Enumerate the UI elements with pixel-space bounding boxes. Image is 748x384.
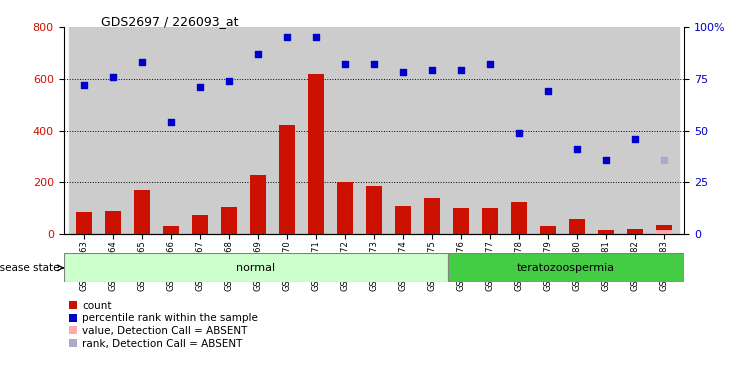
Bar xyxy=(656,230,672,234)
Bar xyxy=(562,27,592,234)
Bar xyxy=(540,227,556,234)
Point xyxy=(426,67,438,73)
Point xyxy=(223,78,235,84)
Bar xyxy=(448,253,684,282)
Point xyxy=(78,82,90,88)
Bar xyxy=(453,208,469,234)
Bar xyxy=(331,27,360,234)
Bar xyxy=(134,190,150,234)
Bar xyxy=(656,225,672,234)
Bar xyxy=(243,27,272,234)
Bar xyxy=(533,27,562,234)
Bar xyxy=(424,198,440,234)
Point xyxy=(658,157,670,163)
Bar xyxy=(598,230,614,234)
Bar xyxy=(337,182,353,234)
Bar xyxy=(99,27,127,234)
Bar xyxy=(272,27,301,234)
Bar xyxy=(417,27,447,234)
Bar xyxy=(301,27,331,234)
Bar xyxy=(649,27,678,234)
Point xyxy=(281,34,293,40)
Bar xyxy=(221,207,237,234)
Bar xyxy=(156,27,186,234)
Bar xyxy=(621,27,649,234)
Bar xyxy=(627,229,643,234)
Bar xyxy=(70,27,99,234)
Point xyxy=(194,84,206,90)
Bar xyxy=(250,175,266,234)
Text: normal: normal xyxy=(236,263,275,273)
Point xyxy=(107,74,119,80)
Point xyxy=(252,51,264,57)
Point xyxy=(397,70,409,76)
Point xyxy=(484,61,496,67)
Bar xyxy=(186,27,215,234)
Point xyxy=(513,129,525,136)
Bar xyxy=(447,27,476,234)
Text: disease state: disease state xyxy=(0,263,60,273)
Bar xyxy=(64,253,448,282)
Bar xyxy=(127,27,156,234)
Point xyxy=(600,157,612,163)
Bar xyxy=(215,27,243,234)
Point xyxy=(136,59,148,65)
Point xyxy=(542,88,554,94)
Bar xyxy=(163,227,179,234)
Point xyxy=(455,67,467,73)
Bar xyxy=(505,27,533,234)
Bar xyxy=(76,212,92,234)
Bar xyxy=(308,73,324,234)
Point xyxy=(310,34,322,40)
Text: teratozoospermia: teratozoospermia xyxy=(517,263,615,273)
Bar xyxy=(476,27,505,234)
Bar xyxy=(395,206,411,234)
Bar xyxy=(569,219,585,234)
Bar xyxy=(511,202,527,234)
Point xyxy=(629,136,641,142)
Bar xyxy=(279,125,295,234)
Legend: count, percentile rank within the sample, value, Detection Call = ABSENT, rank, : count, percentile rank within the sample… xyxy=(69,301,258,349)
Point xyxy=(571,146,583,152)
Bar xyxy=(482,208,498,234)
Bar xyxy=(360,27,388,234)
Bar xyxy=(366,186,382,234)
Point xyxy=(368,61,380,67)
Bar xyxy=(388,27,417,234)
Text: GDS2697 / 226093_at: GDS2697 / 226093_at xyxy=(101,15,239,28)
Point xyxy=(165,119,177,125)
Bar xyxy=(592,27,621,234)
Bar xyxy=(192,215,208,234)
Point xyxy=(339,61,351,67)
Bar xyxy=(105,211,121,234)
